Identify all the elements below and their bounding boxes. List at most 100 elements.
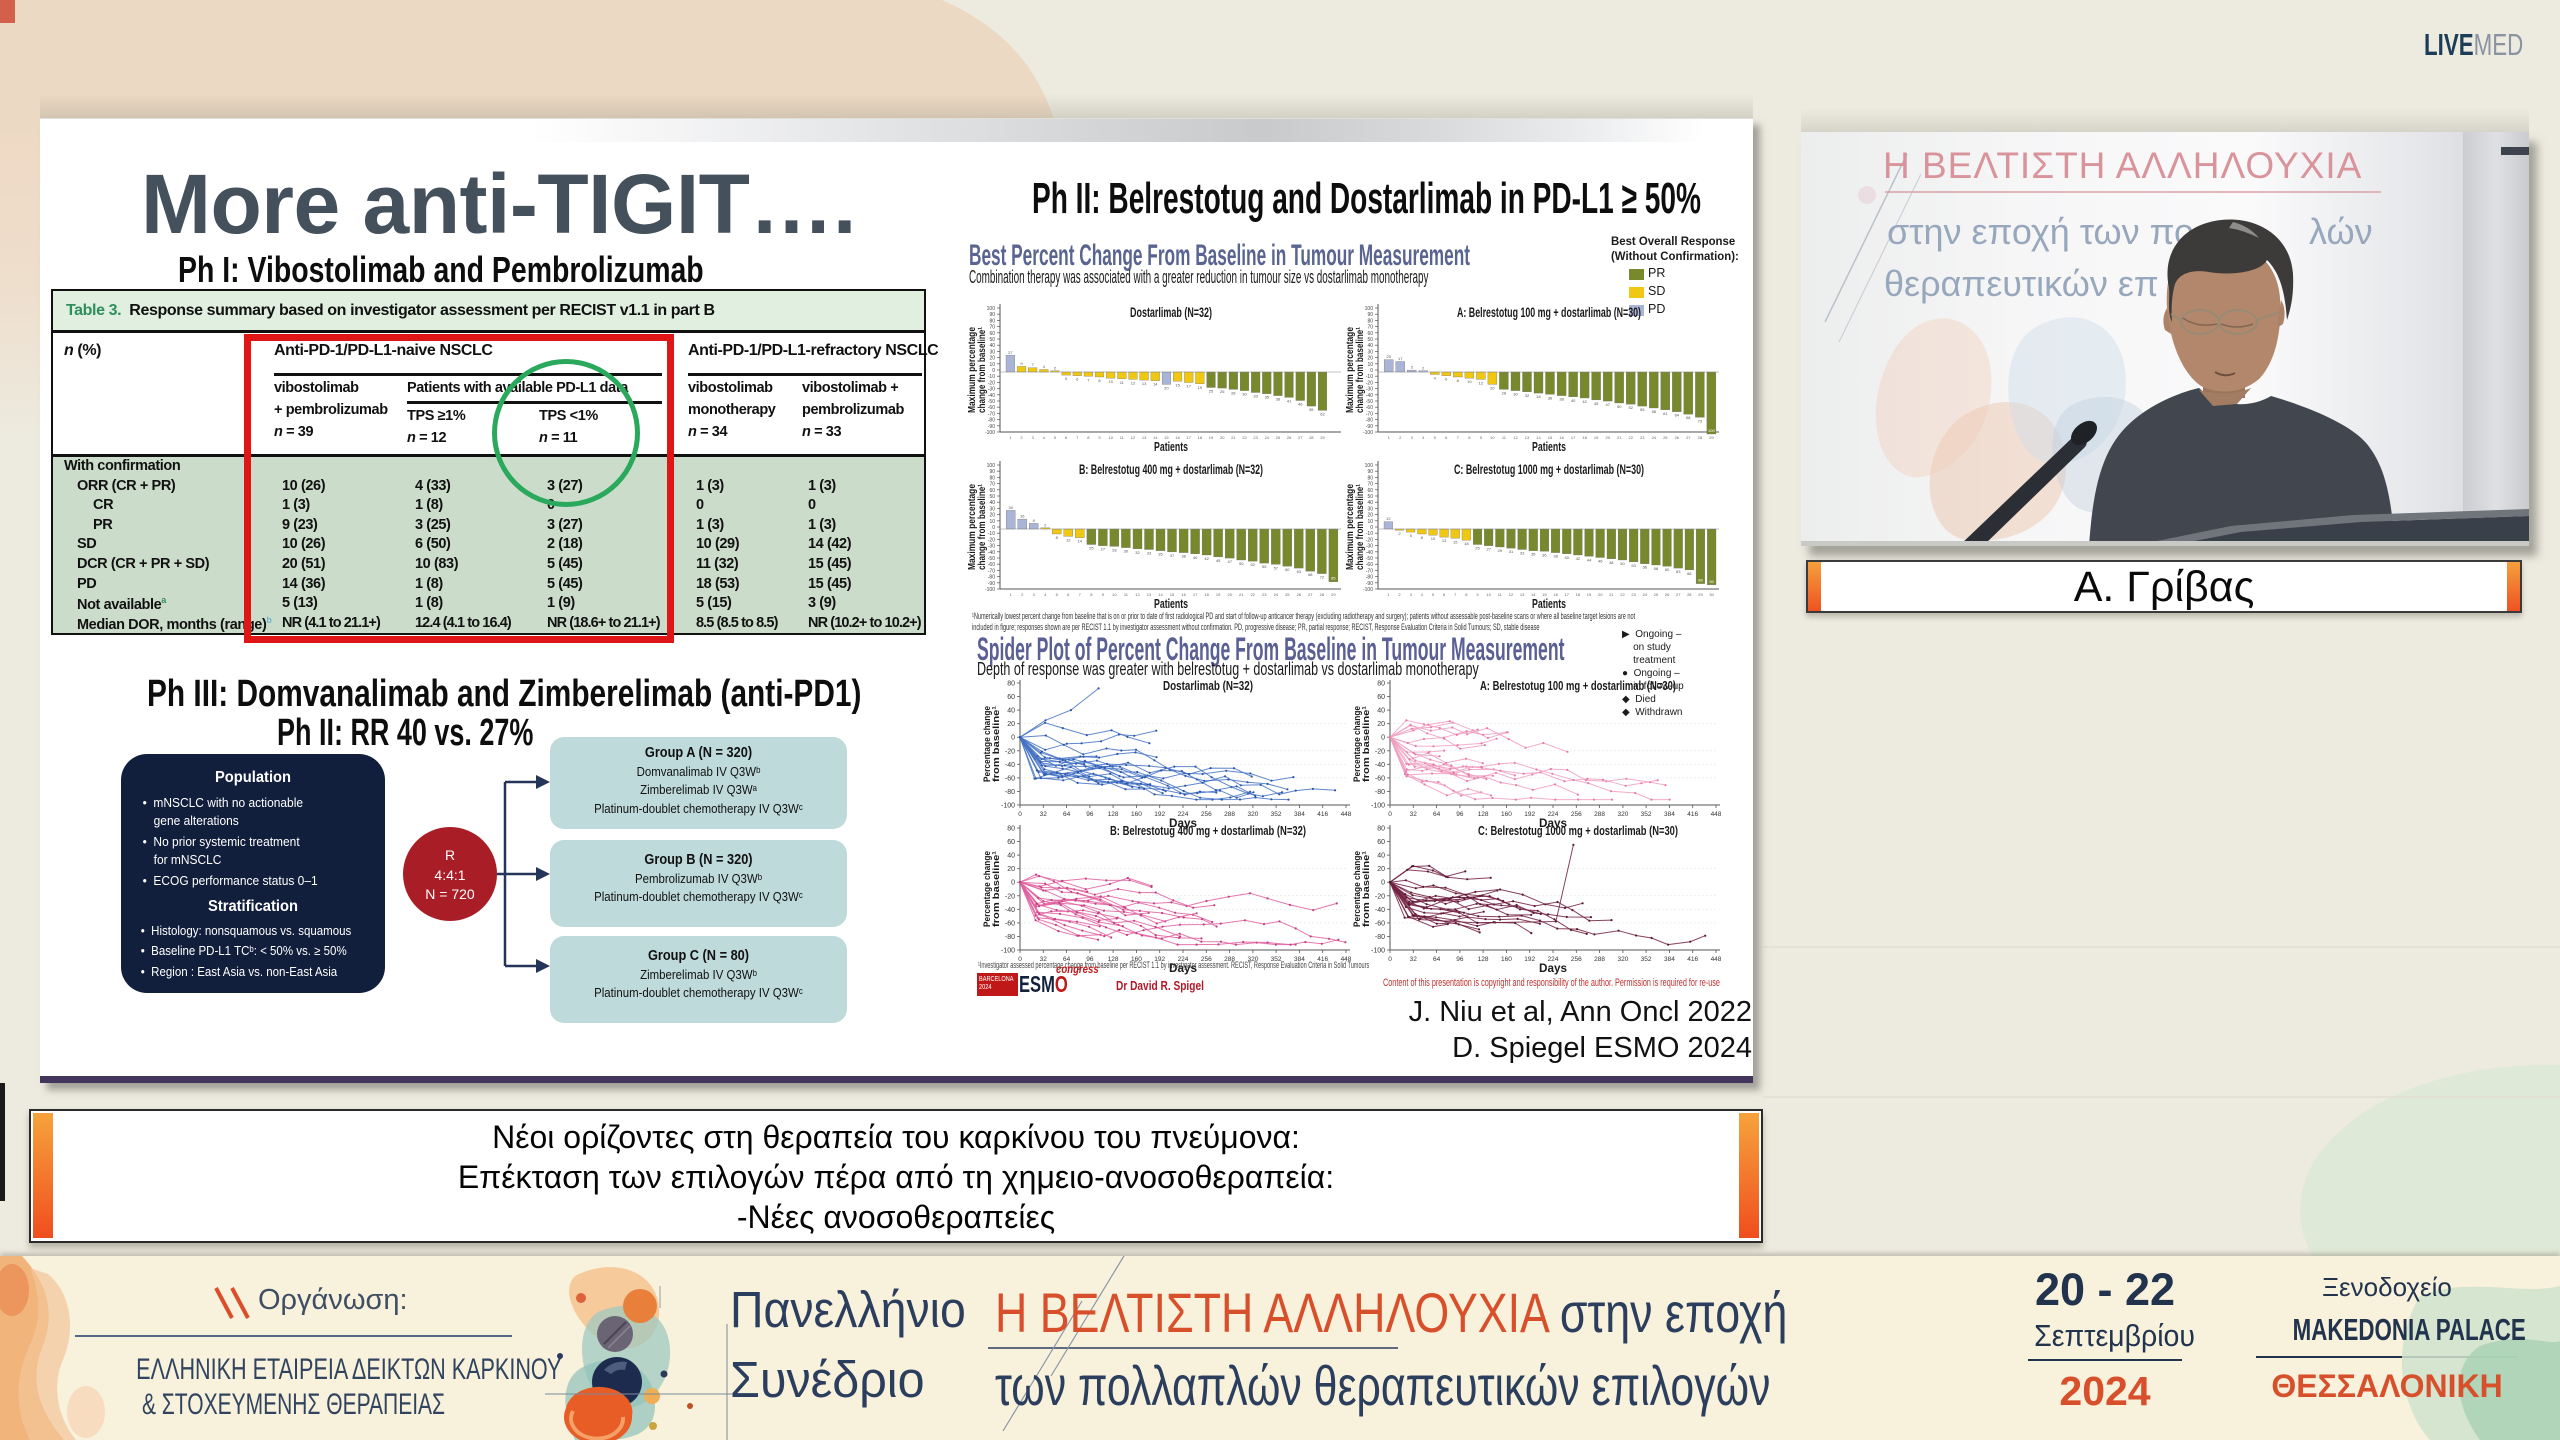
svg-text:Dostarlimab (N=32): Dostarlimab (N=32) (1130, 304, 1212, 320)
svg-text:32: 32 (1135, 550, 1140, 555)
svg-text:1: 1 (1387, 592, 1390, 597)
svg-text:16: 16 (1175, 435, 1180, 440)
svg-text:25: 25 (1209, 389, 1214, 394)
svg-text:28: 28 (1320, 592, 1325, 597)
svg-text:-30: -30 (988, 387, 995, 393)
svg-text:10: 10 (989, 362, 995, 368)
svg-text:26: 26 (1675, 435, 1680, 440)
svg-text:16: 16 (1020, 514, 1025, 519)
svg-text:3: 3 (1411, 365, 1414, 370)
svg-text:-30: -30 (1366, 387, 1373, 393)
svg-text:128: 128 (1108, 811, 1119, 818)
svg-text:64: 64 (1675, 413, 1680, 418)
svg-text:60: 60 (989, 331, 995, 337)
svg-text:0: 0 (1018, 811, 1022, 818)
svg-text:19: 19 (1209, 435, 1214, 440)
svg-text:4: 4 (1434, 376, 1437, 381)
svg-text:192: 192 (1524, 956, 1535, 963)
svg-text:B: Belrestotug 400 mg + dostar: B: Belrestotug 400 mg + dostarlimab (N=3… (1110, 823, 1306, 838)
svg-text:-80: -80 (988, 575, 995, 581)
svg-text:8: 8 (1421, 535, 1424, 540)
svg-text:288: 288 (1594, 956, 1605, 963)
svg-text:17: 17 (1186, 384, 1191, 389)
svg-text:Patients: Patients (1532, 596, 1566, 611)
svg-text:-60: -60 (1005, 920, 1015, 927)
svg-text:15: 15 (1170, 592, 1175, 597)
svg-text:33: 33 (1147, 551, 1152, 556)
svg-text:Days: Days (1539, 816, 1567, 830)
svg-text:θεραπευτικών επ: θεραπευτικών επ (1884, 263, 2159, 304)
svg-text:48: 48 (1609, 560, 1614, 565)
svg-text:2: 2 (1398, 592, 1401, 597)
svg-text:-50: -50 (988, 556, 995, 562)
svg-text:20: 20 (1377, 721, 1385, 728)
svg-text:-100: -100 (985, 587, 995, 593)
svg-text:12: 12 (1066, 537, 1071, 542)
svg-text:40: 40 (1367, 343, 1373, 349)
svg-text:50: 50 (989, 337, 995, 343)
svg-text:20: 20 (1386, 354, 1391, 359)
svg-text:36: 36 (1542, 552, 1547, 557)
svg-text:47: 47 (1605, 402, 1610, 407)
svg-text:25: 25 (1276, 435, 1281, 440)
svg-text:19: 19 (1587, 592, 1592, 597)
svg-text:56: 56 (1643, 565, 1648, 570)
svg-text:26: 26 (1665, 592, 1670, 597)
svg-text:192: 192 (1524, 811, 1535, 818)
svg-text:128: 128 (1478, 956, 1489, 963)
svg-text:13: 13 (1442, 538, 1447, 543)
svg-text:21: 21 (1231, 435, 1236, 440)
svg-text:42: 42 (1576, 556, 1581, 561)
svg-text:73: 73 (1698, 418, 1703, 423)
svg-text:80: 80 (1377, 826, 1385, 833)
svg-text:13: 13 (1520, 592, 1525, 597)
svg-text:13: 13 (1142, 381, 1147, 386)
svg-text:0: 0 (992, 368, 995, 374)
svg-text:-90: -90 (1366, 424, 1373, 430)
svg-text:-90: -90 (1366, 581, 1373, 587)
svg-text:100: 100 (987, 306, 996, 312)
svg-text:37: 37 (1170, 553, 1175, 558)
svg-text:9: 9 (1098, 435, 1101, 440)
svg-text:from baseline¹: from baseline¹ (991, 851, 1002, 927)
svg-text:352: 352 (1271, 956, 1282, 963)
svg-text:23: 23 (1631, 592, 1636, 597)
svg-text:Percentage change: Percentage change (982, 851, 993, 927)
svg-text:40: 40 (1377, 853, 1385, 860)
svg-text:96: 96 (1456, 811, 1464, 818)
svg-text:80: 80 (1007, 826, 1015, 833)
svg-text:-40: -40 (1375, 907, 1385, 914)
svg-text:from baseline¹: from baseline¹ (1361, 706, 1372, 782)
svg-text:40: 40 (989, 500, 995, 506)
svg-text:64: 64 (1063, 811, 1071, 818)
svg-text:38: 38 (1559, 397, 1564, 402)
svg-text:-100: -100 (985, 430, 995, 436)
svg-text:25: 25 (1089, 546, 1094, 551)
svg-text:3: 3 (1033, 592, 1036, 597)
svg-text:from baseline¹: from baseline¹ (1361, 851, 1372, 927)
svg-text:5: 5 (1054, 435, 1057, 440)
svg-text:35: 35 (1265, 395, 1270, 400)
svg-text:100: 100 (1365, 306, 1374, 312)
svg-text:10: 10 (1108, 435, 1113, 440)
svg-text:88: 88 (1698, 578, 1703, 583)
svg-text:24: 24 (1265, 435, 1270, 440)
svg-text:24: 24 (1274, 592, 1279, 597)
svg-text:-10: -10 (988, 531, 995, 537)
svg-text:70: 70 (989, 482, 995, 488)
svg-text:80: 80 (989, 318, 995, 324)
svg-text:-80: -80 (1005, 789, 1015, 796)
svg-text:9: 9 (1102, 592, 1105, 597)
svg-text:160: 160 (1501, 956, 1512, 963)
svg-text:6: 6 (1076, 377, 1079, 382)
svg-text:26: 26 (1297, 592, 1302, 597)
svg-text:23: 23 (1640, 435, 1645, 440)
svg-text:4: 4 (1043, 364, 1046, 369)
svg-text:30: 30 (1367, 349, 1373, 355)
svg-text:60: 60 (1377, 694, 1385, 701)
svg-text:-60: -60 (988, 562, 995, 568)
svg-text:9: 9 (1020, 361, 1023, 366)
svg-text:3: 3 (1411, 435, 1414, 440)
svg-text:9: 9 (1476, 592, 1479, 597)
svg-text:-10: -10 (1366, 531, 1373, 537)
